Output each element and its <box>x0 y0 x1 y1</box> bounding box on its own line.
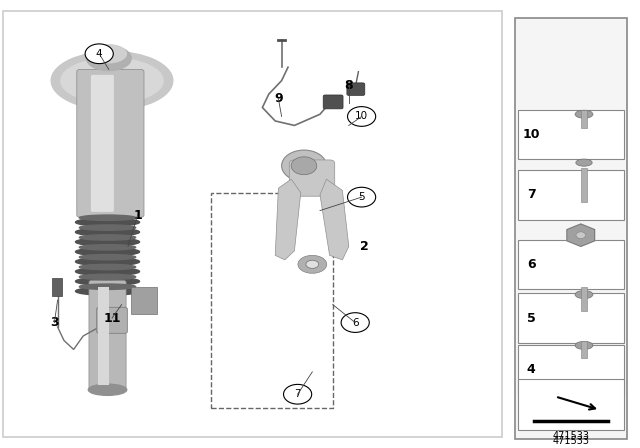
Ellipse shape <box>576 232 586 239</box>
Bar <box>3 11 502 437</box>
Bar <box>52 278 62 296</box>
FancyBboxPatch shape <box>91 75 114 212</box>
Text: 6: 6 <box>527 258 536 271</box>
Ellipse shape <box>575 291 593 299</box>
Text: 7: 7 <box>294 389 301 399</box>
Ellipse shape <box>61 58 163 103</box>
Text: 10: 10 <box>355 112 368 121</box>
Bar <box>98 287 109 385</box>
Bar <box>518 110 624 159</box>
Ellipse shape <box>76 218 140 226</box>
Text: 11: 11 <box>103 311 121 325</box>
Text: 3: 3 <box>50 316 59 329</box>
Ellipse shape <box>76 258 140 266</box>
FancyBboxPatch shape <box>347 83 365 95</box>
Ellipse shape <box>88 384 127 396</box>
Ellipse shape <box>79 215 136 220</box>
Bar <box>518 293 624 343</box>
Ellipse shape <box>76 287 140 295</box>
Ellipse shape <box>76 248 140 256</box>
Bar <box>515 18 627 439</box>
Circle shape <box>284 384 312 404</box>
Circle shape <box>85 44 113 64</box>
FancyBboxPatch shape <box>323 95 343 109</box>
Circle shape <box>348 107 376 126</box>
Ellipse shape <box>76 267 140 276</box>
PathPatch shape <box>275 179 301 260</box>
Circle shape <box>341 313 369 332</box>
Text: 9: 9 <box>274 92 283 105</box>
FancyBboxPatch shape <box>89 280 126 392</box>
Ellipse shape <box>79 225 136 230</box>
Ellipse shape <box>575 341 593 349</box>
Ellipse shape <box>575 110 593 118</box>
Text: 8: 8 <box>344 78 353 92</box>
Text: 5: 5 <box>358 192 365 202</box>
Ellipse shape <box>76 238 140 246</box>
Ellipse shape <box>79 284 136 289</box>
Ellipse shape <box>576 159 592 166</box>
Circle shape <box>348 187 376 207</box>
PathPatch shape <box>320 179 349 260</box>
Text: 5: 5 <box>527 311 536 325</box>
Text: 471533: 471533 <box>553 436 589 446</box>
Ellipse shape <box>79 235 136 240</box>
Ellipse shape <box>79 245 136 250</box>
Text: 4: 4 <box>527 363 536 376</box>
FancyBboxPatch shape <box>289 160 335 196</box>
Text: 6: 6 <box>352 318 358 327</box>
Polygon shape <box>567 224 595 246</box>
Ellipse shape <box>79 274 136 280</box>
Bar <box>518 379 624 430</box>
Bar <box>581 110 588 128</box>
Bar <box>582 168 587 202</box>
Bar <box>581 341 588 358</box>
Ellipse shape <box>291 157 317 175</box>
Ellipse shape <box>79 254 136 260</box>
Text: 4: 4 <box>96 49 102 59</box>
Ellipse shape <box>51 52 173 110</box>
Text: 471533: 471533 <box>553 431 589 441</box>
Ellipse shape <box>76 277 140 285</box>
Ellipse shape <box>86 46 131 71</box>
Text: 1: 1 <box>133 208 142 222</box>
Ellipse shape <box>306 260 319 268</box>
Text: 2: 2 <box>360 240 369 253</box>
Bar <box>518 170 624 220</box>
Bar <box>131 287 157 314</box>
Bar <box>518 345 624 394</box>
Ellipse shape <box>282 150 326 181</box>
Text: 7: 7 <box>527 188 536 202</box>
FancyBboxPatch shape <box>77 69 144 217</box>
Text: 10: 10 <box>522 128 540 141</box>
Ellipse shape <box>76 228 140 236</box>
FancyBboxPatch shape <box>97 307 127 333</box>
Ellipse shape <box>298 255 327 273</box>
Bar <box>518 240 624 289</box>
Bar <box>211 193 333 408</box>
Bar <box>581 287 588 311</box>
Ellipse shape <box>79 264 136 270</box>
Ellipse shape <box>92 45 127 63</box>
